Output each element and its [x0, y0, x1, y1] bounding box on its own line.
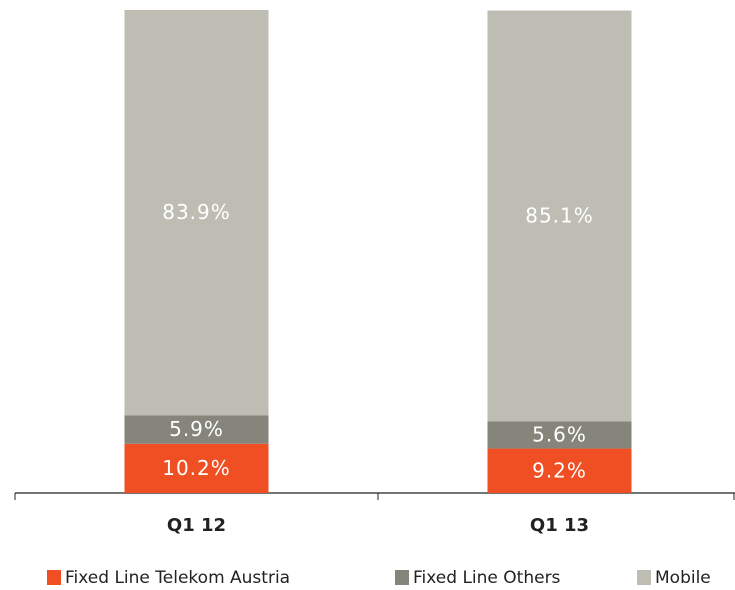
bar-segment	[487, 448, 632, 493]
legend-label: Mobile	[655, 568, 711, 588]
value-label: 10.2%	[162, 456, 231, 480]
value-label: 9.2%	[532, 458, 587, 482]
bar-segment	[124, 10, 269, 416]
legend-label: Fixed Line Telekom Austria	[65, 568, 290, 588]
x-tick-label: Q1 13	[530, 515, 589, 536]
bar-segment	[487, 421, 632, 449]
x-tick-label: Q1 12	[167, 515, 226, 536]
value-label: 83.9%	[162, 200, 231, 224]
value-label: 5.9%	[169, 417, 224, 441]
value-label: 5.6%	[532, 423, 587, 447]
legend-swatch	[637, 570, 651, 585]
bar-segment	[487, 10, 632, 422]
bar-segment	[124, 415, 269, 444]
legend-swatch	[47, 570, 61, 585]
value-label: 85.1%	[525, 203, 594, 227]
legend-swatch	[395, 570, 409, 585]
bar-segment	[124, 443, 269, 493]
legend-label: Fixed Line Others	[413, 568, 561, 588]
